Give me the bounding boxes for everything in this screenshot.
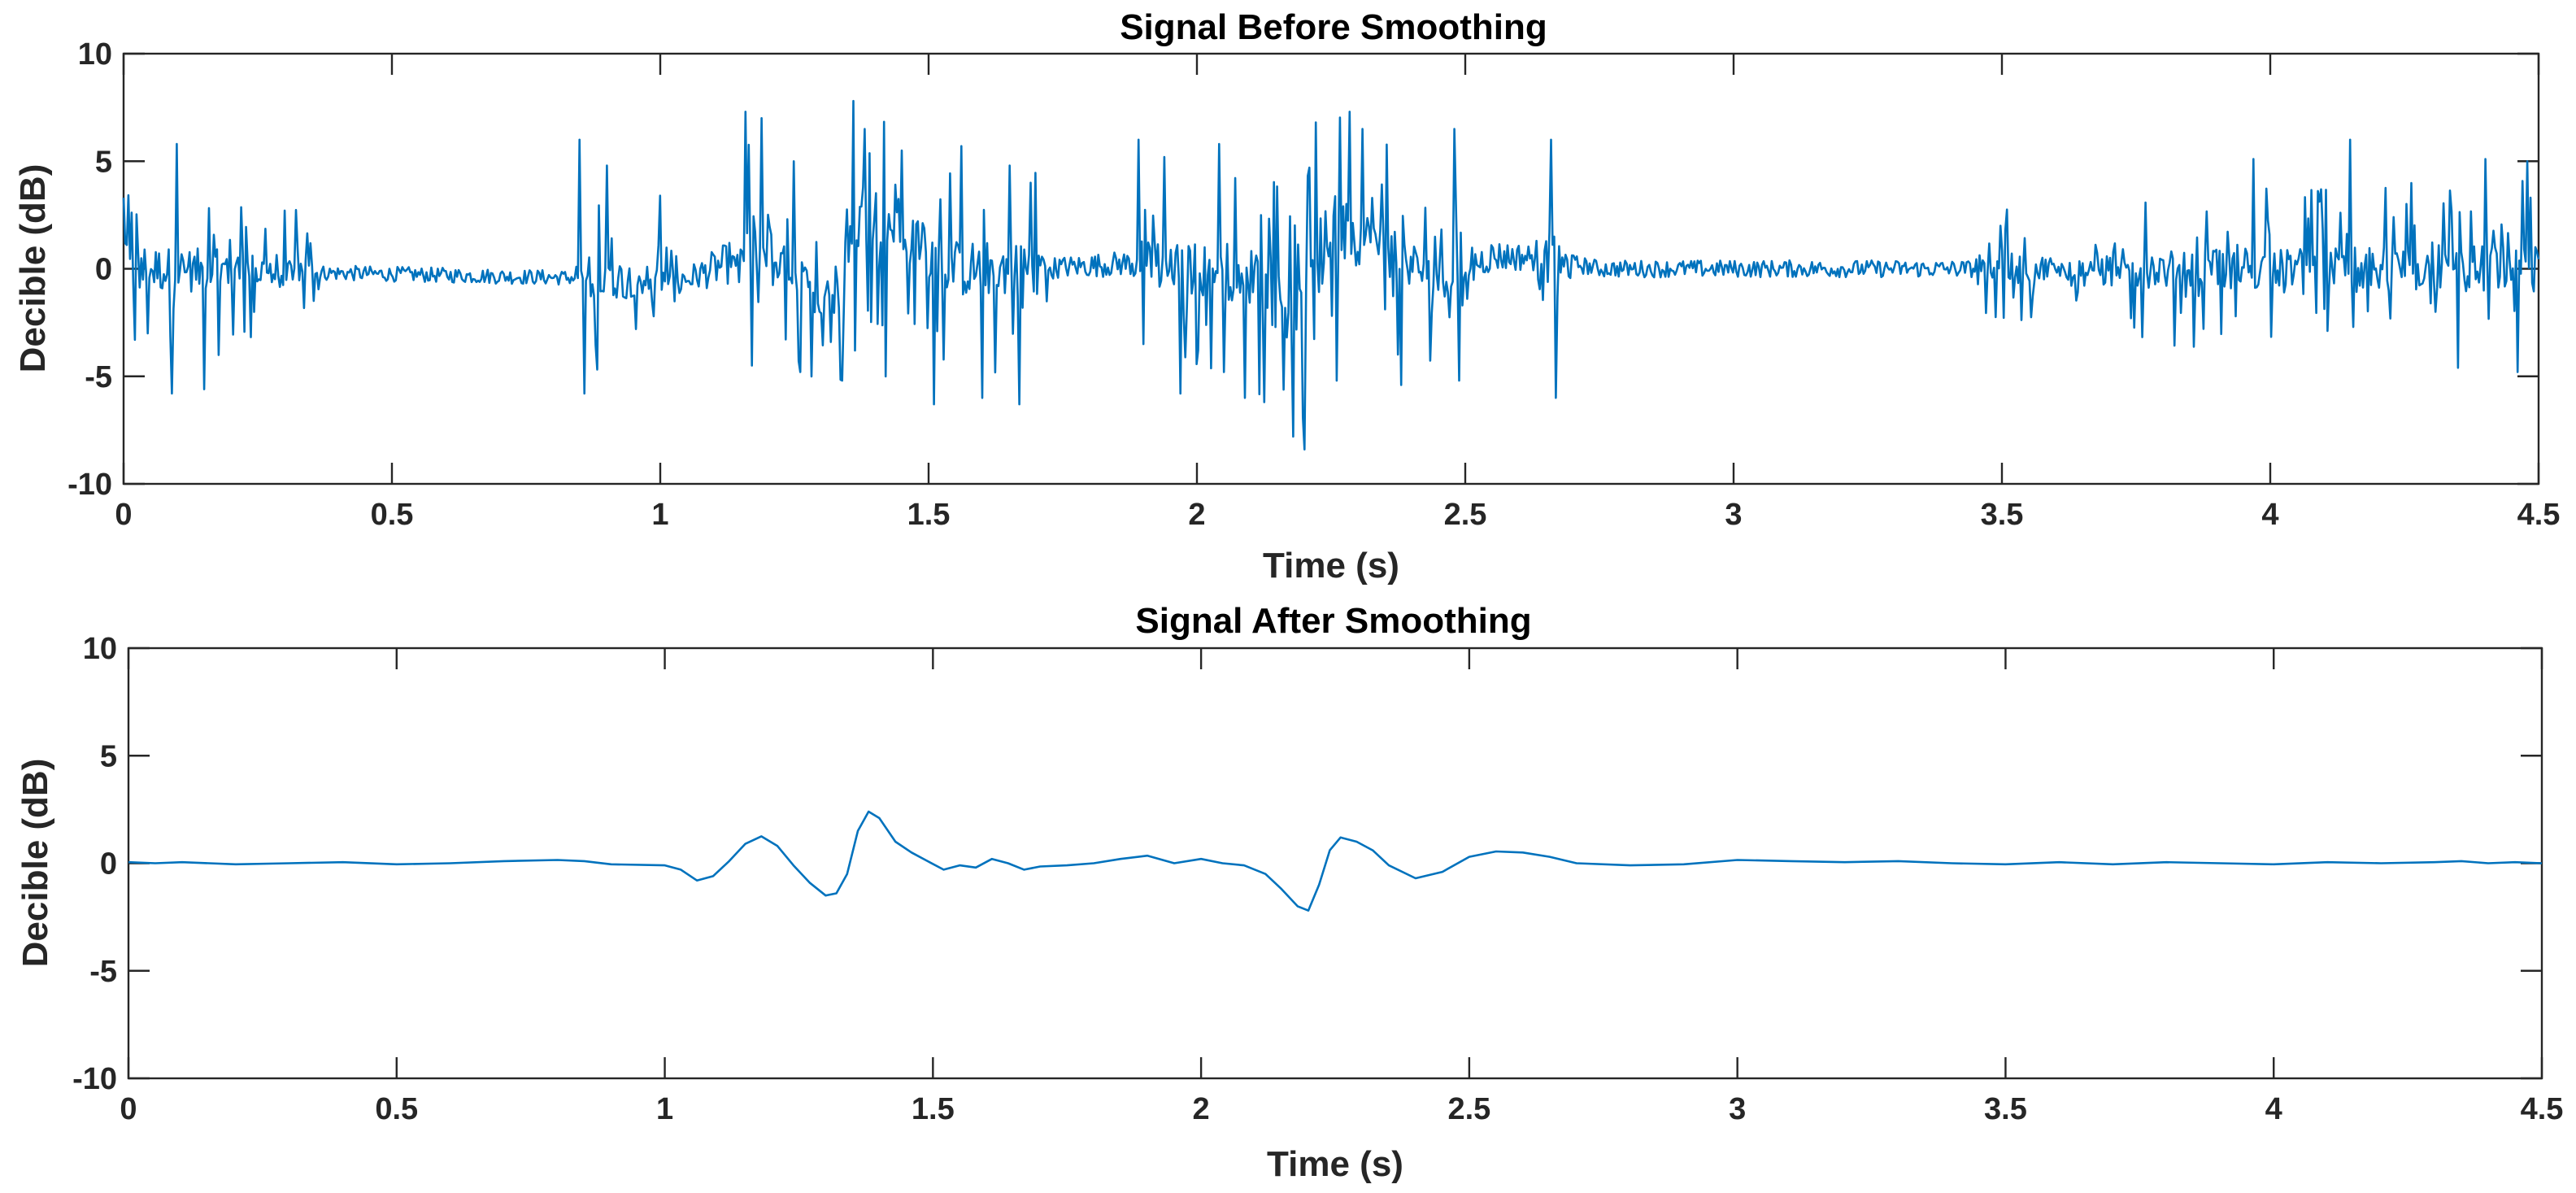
y-tick-label: 5 — [95, 145, 112, 179]
x-tick-label: 0.5 — [375, 1092, 418, 1126]
x-axis-title: Time (s) — [1267, 1144, 1403, 1184]
x-tick-label: 1 — [656, 1092, 673, 1126]
y-axis: 10 5 0 -5 -10 — [67, 37, 2539, 502]
x-tick-label: 0 — [115, 498, 132, 532]
x-tick-label: 3 — [1729, 1092, 1746, 1126]
y-tick-label: -10 — [67, 468, 112, 502]
chart-before-smoothing: Signal Before Smoothing 0 0.5 1 1.5 2 2.5 3 3.5… — [13, 7, 2560, 586]
x-tick-label: 1.5 — [907, 498, 951, 532]
y-axis-title: Decible (dB) — [13, 164, 53, 373]
x-tick-label: 2 — [1188, 498, 1205, 532]
y-axis-title: Decible (dB) — [15, 759, 55, 968]
y-tick-label: 0 — [95, 253, 112, 287]
series-layer — [128, 810, 2543, 912]
x-tick-label: 4 — [2265, 1092, 2282, 1126]
series-layer — [122, 99, 2540, 451]
x-tick-label: 2.5 — [1447, 1092, 1490, 1126]
y-tick-label: 0 — [100, 847, 117, 882]
y-axis: 10 5 0 -5 -10 — [72, 632, 2542, 1096]
x-axis-title: Time (s) — [1263, 546, 1399, 586]
x-tick-label: 1 — [651, 498, 668, 532]
x-tick-label: 4 — [2261, 498, 2278, 532]
chart-after-smoothing: Signal After Smoothing 0 0.5 1 1.5 2 2.5 3 3.5 4… — [15, 601, 2563, 1184]
chart-title: Signal Before Smoothing — [1120, 7, 1547, 47]
y-tick-label: 10 — [78, 37, 112, 72]
y-tick-label: 10 — [83, 632, 117, 666]
x-tick-label: 3.5 — [1984, 1092, 2027, 1126]
y-tick-label: 5 — [100, 739, 117, 773]
x-axis: 0 0.5 1 1.5 2 2.5 3 3.5 4 4.5 — [115, 54, 2560, 532]
x-tick-label: 1.5 — [912, 1092, 955, 1126]
x-axis: 0 0.5 1 1.5 2 2.5 3 3.5 4 4.5 — [120, 648, 2563, 1126]
x-tick-label: 3 — [1725, 498, 1742, 532]
chart-title: Signal After Smoothing — [1135, 601, 1531, 641]
x-tick-label: 4.5 — [2517, 498, 2561, 532]
y-tick-label: -5 — [89, 955, 117, 989]
y-tick-label: -10 — [72, 1062, 117, 1096]
x-tick-label: 3.5 — [1981, 498, 2024, 532]
x-tick-label: 0 — [120, 1092, 137, 1126]
series-line — [122, 99, 2540, 451]
x-tick-label: 0.5 — [371, 498, 414, 532]
x-tick-label: 2 — [1193, 1092, 1210, 1126]
x-tick-label: 4.5 — [2521, 1092, 2564, 1126]
y-tick-label: -5 — [85, 360, 112, 394]
series-line — [128, 810, 2543, 912]
x-tick-label: 2.5 — [1444, 498, 1487, 532]
